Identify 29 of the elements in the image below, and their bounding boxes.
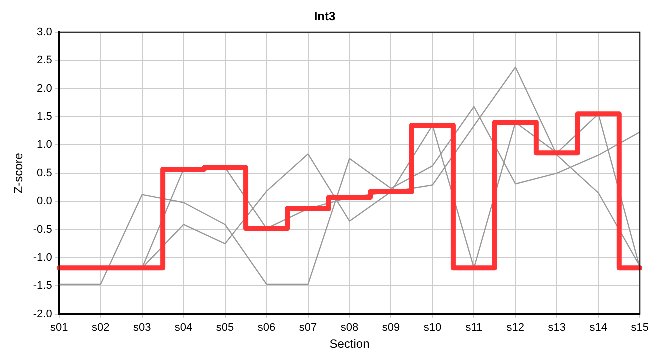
x-tick-label: s15 (631, 322, 650, 334)
x-tick-label: s11 (466, 322, 483, 334)
x-tick-label: s09 (382, 322, 400, 334)
x-tick-label: s01 (50, 322, 68, 334)
x-tick-label: s03 (133, 322, 152, 334)
x-tick-label: s07 (299, 322, 318, 334)
x-tick-label: s02 (92, 322, 110, 334)
x-tick-label: s05 (216, 322, 234, 334)
x-tick-label: s08 (340, 322, 359, 334)
y-tick-label: 0.0 (37, 196, 52, 208)
y-tick-label: 3.0 (37, 26, 52, 38)
y-tick-label: -0.5 (33, 224, 52, 236)
y-tick-label: -1.5 (33, 280, 52, 292)
x-tick-label: s04 (174, 322, 193, 334)
x-tick-label: s14 (590, 322, 608, 334)
x-axis-title: Section (330, 337, 370, 352)
x-tick-label: s12 (506, 322, 525, 334)
y-tick-label: 2.0 (37, 82, 52, 95)
y-tick-label: -1.0 (33, 252, 52, 264)
y-tick-label: 1.5 (37, 111, 52, 124)
y-tick-label: 0.5 (37, 167, 52, 180)
y-tick-label: -2.0 (33, 308, 52, 320)
chart-title: Int3 (314, 10, 336, 24)
y-tick-label: 1.0 (37, 139, 52, 152)
x-tick-label: s13 (548, 322, 566, 334)
y-tick-label: 2.5 (37, 54, 52, 67)
x-tick-label: s06 (258, 322, 276, 334)
x-tick-label: s10 (424, 322, 442, 334)
y-axis-title: Z-score (12, 152, 26, 194)
